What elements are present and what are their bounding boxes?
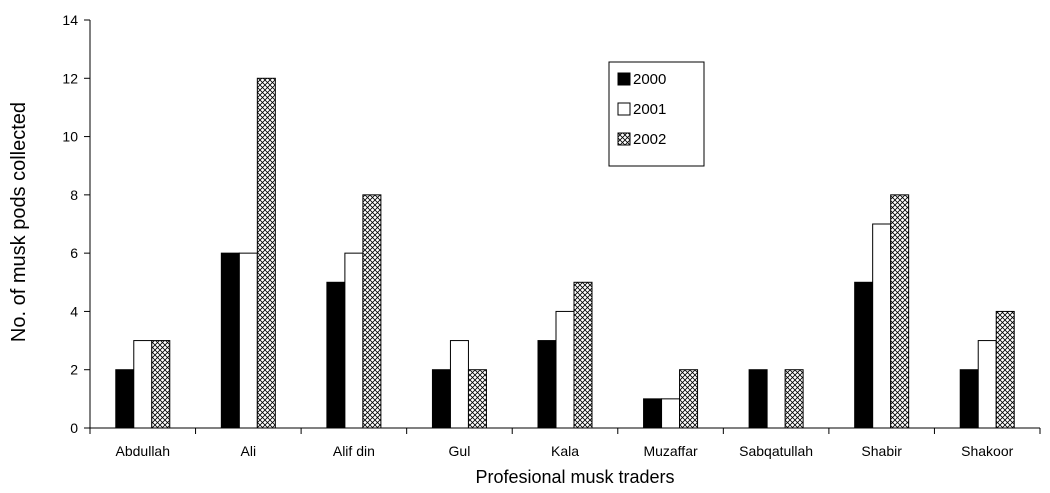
- bar-2001: [344, 252, 364, 429]
- bar-2001: [661, 398, 681, 429]
- bar-2000: [854, 281, 874, 429]
- bar-2002: [784, 369, 804, 429]
- bar-2000: [748, 369, 768, 429]
- bar-2001: [238, 252, 258, 429]
- x-tick-label: Shabir: [861, 443, 902, 459]
- x-tick-label: Gul: [449, 443, 471, 459]
- bar-2001: [133, 340, 153, 429]
- x-tick-label: Alif din: [333, 443, 375, 459]
- y-tick-label: 14: [62, 12, 78, 28]
- bar-2001: [449, 340, 469, 429]
- labels: No. of musk pods collected Profesional m…: [8, 102, 675, 487]
- y-axis-title: No. of musk pods collected: [8, 102, 30, 342]
- y-tick-label: 2: [70, 362, 78, 378]
- bar-2002: [573, 281, 593, 429]
- bar-2001: [555, 310, 575, 429]
- y-tick-label: 4: [70, 303, 78, 319]
- legend: 2000 2001 2002: [608, 61, 705, 167]
- x-tick-label: Abdullah: [116, 443, 171, 459]
- bars: [115, 77, 1015, 429]
- y-tick-label: 8: [70, 187, 78, 203]
- legend-label: 2001: [633, 101, 666, 118]
- bar-2000: [220, 252, 240, 429]
- x-tick-label: Ali: [241, 443, 257, 459]
- bar-2002: [995, 310, 1015, 429]
- legend-label: 2002: [633, 131, 666, 148]
- x-tick-label: Sabqatullah: [739, 443, 813, 459]
- bar-2002: [362, 194, 382, 429]
- y-tick-label: 0: [70, 420, 78, 436]
- x-tick-label: Shakoor: [961, 443, 1013, 459]
- bar-2001: [872, 223, 892, 429]
- legend-swatch: [617, 132, 631, 146]
- bar-2002: [890, 194, 910, 429]
- bar-2000: [643, 398, 663, 429]
- bar-2002: [256, 77, 276, 429]
- y-tick-label: 10: [62, 129, 78, 145]
- legend-swatch: [617, 102, 631, 116]
- x-tick-label: Kala: [551, 443, 579, 459]
- axes: 0 2 4 6 8 10 12 14 Abdullah Ali Alif din Gul Kala Muz…: [62, 12, 1041, 459]
- bar-2000: [326, 281, 346, 429]
- bar-2000: [537, 340, 557, 429]
- bar-2002: [467, 369, 487, 429]
- x-tick-label: Muzaffar: [643, 443, 698, 459]
- bar-2000: [431, 369, 451, 429]
- bar-2000: [115, 369, 135, 429]
- bar-2002: [679, 369, 699, 429]
- legend-swatch: [617, 72, 631, 86]
- y-tick-label: 6: [70, 245, 78, 261]
- bar-2001: [977, 340, 997, 429]
- x-axis-title: Profesional musk traders: [475, 467, 674, 487]
- bar-2000: [959, 369, 979, 429]
- legend-label: 2000: [633, 71, 666, 88]
- y-tick-label: 12: [62, 70, 78, 86]
- bar-2002: [151, 340, 171, 429]
